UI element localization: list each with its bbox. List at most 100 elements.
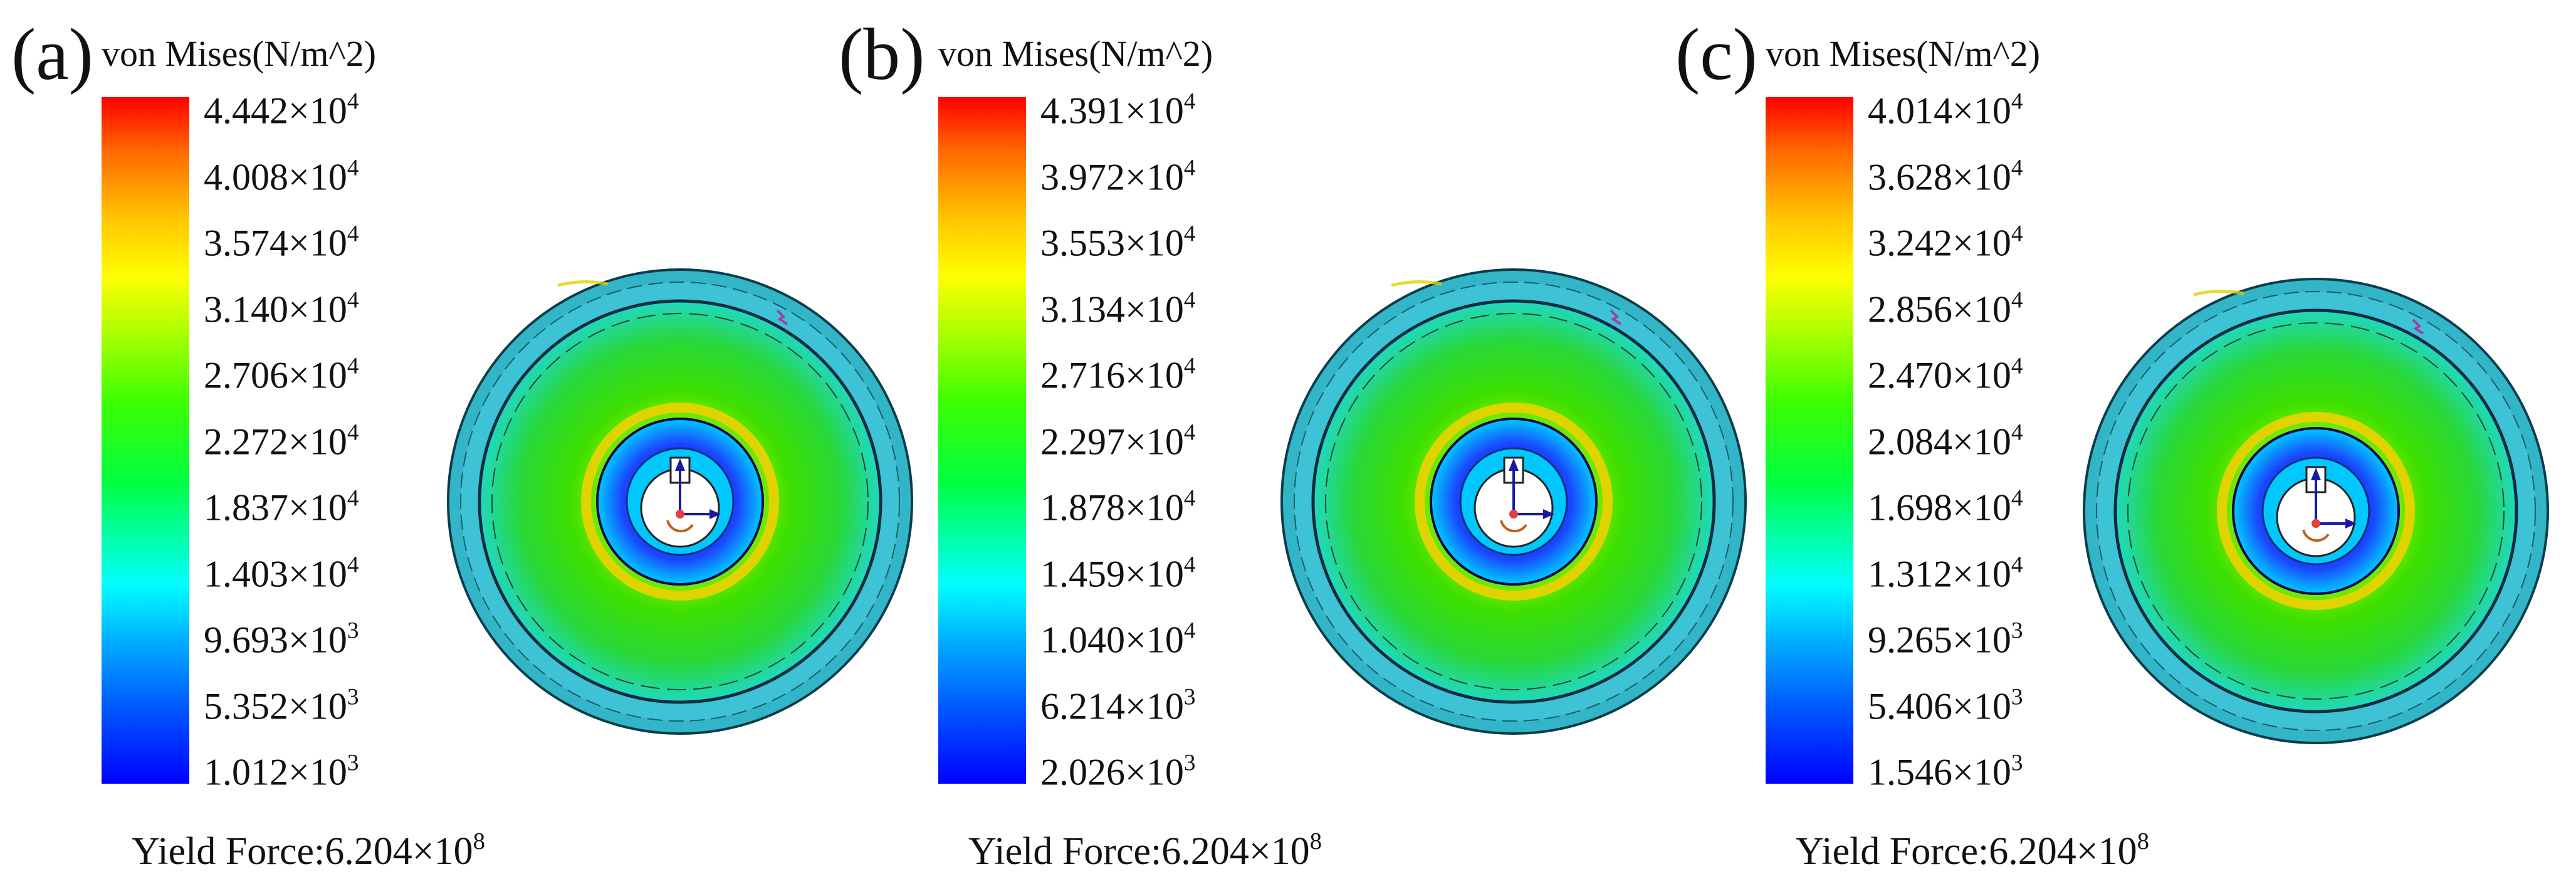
rim-stress-spot xyxy=(557,280,609,287)
colorbar-tick-label: 1.012×103 xyxy=(204,751,359,791)
tick-mantissa: 2.026×10 xyxy=(1040,751,1184,793)
moment-marker xyxy=(666,520,694,533)
tick-mantissa: 3.972×10 xyxy=(1040,156,1184,198)
stress-disc-plot xyxy=(447,268,913,735)
disc-inner-ring xyxy=(2127,322,2505,700)
colorbar-tick-label: 9.693×103 xyxy=(204,619,359,658)
tick-exponent: 3 xyxy=(2011,683,2023,710)
axis-x-arrowhead xyxy=(2345,519,2357,529)
tick-exponent: 4 xyxy=(1183,221,1196,247)
tick-mantissa: 3.628×10 xyxy=(1868,156,2011,198)
colorbar-tick-label: 3.574×104 xyxy=(204,222,359,261)
tick-mantissa: 4.008×10 xyxy=(204,156,347,198)
yield-label: Yield Force: xyxy=(132,829,325,873)
axis-y-arrowhead xyxy=(2311,468,2321,480)
stress-disc-plot xyxy=(1280,268,1747,735)
colorbar-tick-label: 3.972×104 xyxy=(1040,156,1195,196)
tick-mantissa: 9.265×10 xyxy=(1868,619,2011,661)
tick-mantissa: 3.553×10 xyxy=(1040,222,1184,264)
colorbar-tick-label: 4.014×104 xyxy=(1868,90,2023,129)
tick-mantissa: 2.297×10 xyxy=(1040,421,1184,463)
load-marker xyxy=(1610,309,1622,325)
tick-exponent: 4 xyxy=(1183,618,1196,644)
stress-panel-1: (a) von Mises(N/m^2) 4.442×104 4.008×104 3… xyxy=(0,0,913,874)
colorbar-tick-label: 1.698×104 xyxy=(1868,487,2023,526)
yield-force: Yield Force:6.204×108 xyxy=(1796,828,2149,874)
tick-exponent: 4 xyxy=(347,221,359,247)
tick-mantissa: 2.716×10 xyxy=(1040,354,1184,396)
tick-exponent: 4 xyxy=(1183,287,1196,313)
tick-exponent: 4 xyxy=(1183,88,1196,115)
colorbar-tick-labels: 4.014×104 3.628×104 3.242×104 2.856×104 2.47… xyxy=(1868,0,2219,872)
colorbar-tick-label: 9.265×103 xyxy=(1868,619,2023,658)
tick-exponent: 4 xyxy=(347,154,359,181)
panel-label: (c) xyxy=(1675,13,1757,95)
disc-inner-ring xyxy=(491,313,869,690)
axis-y-arrowhead xyxy=(1509,458,1519,471)
hub-stress-ring xyxy=(2217,412,2415,610)
tick-exponent: 4 xyxy=(2011,419,2023,445)
colorbar-tick-label: 2.026×103 xyxy=(1040,751,1195,791)
tick-exponent: 4 xyxy=(1183,419,1196,445)
axis-x-arrowhead xyxy=(709,509,721,519)
tick-exponent: 4 xyxy=(347,551,359,577)
tick-exponent: 4 xyxy=(2011,221,2023,247)
tick-mantissa: 1.698×10 xyxy=(1868,487,2011,529)
colorbar-title: von Mises(N/m^2) xyxy=(102,33,377,74)
colorbar-tick-label: 1.312×104 xyxy=(1868,553,2023,592)
tick-exponent: 4 xyxy=(2011,485,2023,512)
colorbar-tick-label: 5.406×103 xyxy=(1868,685,2023,725)
tick-mantissa: 6.214×10 xyxy=(1040,685,1184,727)
rim-stress-spot xyxy=(1391,280,1442,287)
colorbar-tick-label: 3.553×104 xyxy=(1040,222,1195,261)
colorbar-tick-label: 2.706×104 xyxy=(204,354,359,394)
yield-force: Yield Force:6.204×108 xyxy=(968,828,1322,874)
tick-mantissa: 3.574×10 xyxy=(204,222,347,264)
colorbar-tick-label: 1.459×104 xyxy=(1040,553,1195,592)
tick-exponent: 3 xyxy=(347,683,359,710)
tick-exponent: 3 xyxy=(1183,750,1196,776)
colorbar-tick-label: 3.140×104 xyxy=(204,288,359,328)
colorbar-tick-label: 2.272×104 xyxy=(204,421,359,460)
tick-exponent: 4 xyxy=(1183,353,1196,379)
tick-mantissa: 3.242×10 xyxy=(1868,222,2011,264)
colorbar-tick-label: 4.008×104 xyxy=(204,156,359,196)
colorbar-tick-label: 1.040×104 xyxy=(1040,619,1195,658)
moment-marker xyxy=(2302,529,2330,542)
colorbar-title: von Mises(N/m^2) xyxy=(1766,33,2041,74)
stress-panel-3: (c) von Mises(N/m^2) 4.014×104 3.628×104 3… xyxy=(1664,0,2549,874)
axis-y-arrowhead xyxy=(675,458,685,471)
tick-mantissa: 9.693×10 xyxy=(204,619,347,661)
tick-exponent: 4 xyxy=(2011,551,2023,577)
disc-inner-ring xyxy=(1325,313,1702,690)
rim-stress-spot xyxy=(2193,289,2244,297)
panel-label: (a) xyxy=(11,13,93,95)
tick-exponent: 4 xyxy=(347,419,359,445)
stress-panel-2: (b) von Mises(N/m^2) 4.391×104 3.972×104 3… xyxy=(837,0,1747,874)
hub-stress-ring xyxy=(1415,403,1613,601)
tick-mantissa: 1.459×10 xyxy=(1040,553,1184,595)
tick-exponent: 3 xyxy=(2011,618,2023,644)
yield-force: Yield Force:6.204×108 xyxy=(132,828,485,874)
tick-exponent: 3 xyxy=(347,750,359,776)
hub-stress-ring xyxy=(581,403,779,601)
tick-mantissa: 4.391×10 xyxy=(1040,90,1184,132)
yield-value: 6.204×10 xyxy=(1161,829,1310,873)
colorbar-tick-label: 2.297×104 xyxy=(1040,421,1195,460)
colorbar-tick-label: 6.214×103 xyxy=(1040,685,1195,725)
tick-exponent: 4 xyxy=(347,485,359,512)
tick-exponent: 4 xyxy=(1183,485,1196,512)
axis-origin xyxy=(1509,510,1518,519)
tick-exponent: 3 xyxy=(347,618,359,644)
tick-exponent: 3 xyxy=(1183,683,1196,710)
colorbar-tick-label: 2.084×104 xyxy=(1868,421,2023,460)
tick-exponent: 4 xyxy=(2011,287,2023,313)
colorbar-title: von Mises(N/m^2) xyxy=(938,33,1213,74)
colorbar-tick-label: 1.878×104 xyxy=(1040,487,1195,526)
colorbar-tick-label: 4.391×104 xyxy=(1040,90,1195,129)
colorbar-tick-label: 1.403×104 xyxy=(204,553,359,592)
colorbar-tick-label: 5.352×103 xyxy=(204,685,359,725)
tick-exponent: 4 xyxy=(347,88,359,115)
yield-exponent: 8 xyxy=(1309,828,1322,855)
colorbar-tick-label: 1.837×104 xyxy=(204,487,359,526)
